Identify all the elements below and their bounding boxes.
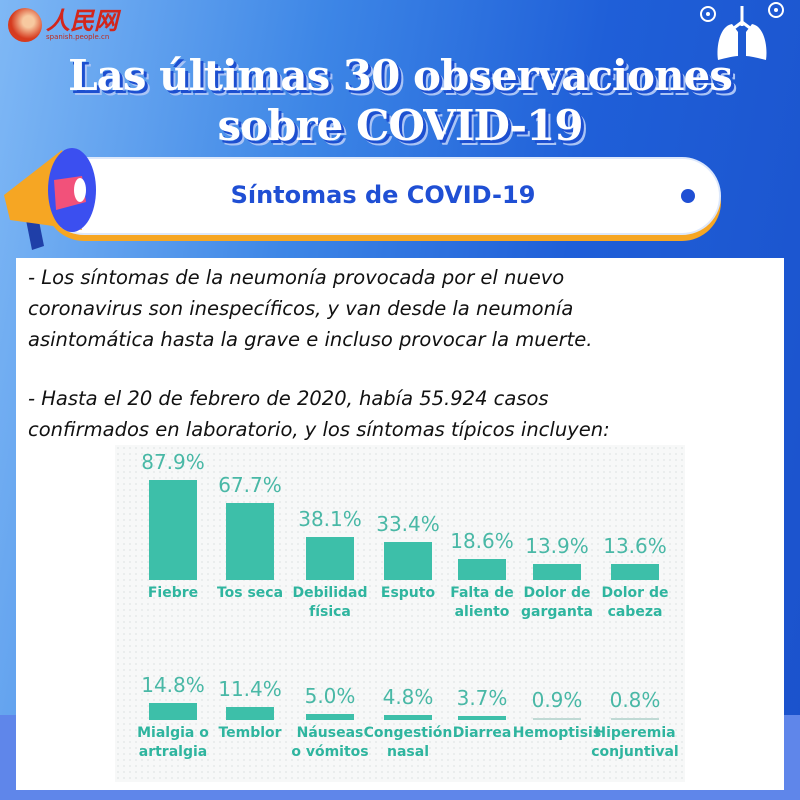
category-label-line: Hemoptisis [512,725,602,741]
paragraph-2: - Hasta el 20 de febrero de 2020, había … [28,383,768,445]
paragraph-line: - Los síntomas de la neumonía provocada … [28,266,565,289]
bar [149,479,197,580]
category-label-line: Tos seca [216,585,284,601]
logo-text: 人民网 [46,6,118,35]
paragraph-line: - Hasta el 20 de febrero de 2020, había … [28,387,549,410]
bar [458,715,506,720]
category-label: Debilidad física [285,584,375,622]
title-line-2: sobre COVID-19 [217,101,583,150]
data-label: 18.6% [450,528,514,553]
data-label: 11.4% [218,677,282,701]
lungs-virus-icon [700,2,784,60]
category-label: Esputo [363,584,453,603]
data-label: 0.8% [609,688,661,712]
category-label-line: o vómitos [291,744,369,760]
category-label: Temblor [205,724,295,743]
logo: 人民网 spanish.people.cn [8,8,118,42]
bar [226,502,274,580]
category-label-line: conjuntival [591,744,679,760]
category-label: Hemoptisis [512,724,602,743]
logo-url: spanish.people.cn [46,33,110,41]
category-label: Dolor de garganta [512,584,602,622]
data-label: 13.9% [525,534,589,559]
category-label: Náuseas o vómitos [285,724,375,762]
bar [611,564,659,580]
bar [149,703,197,720]
category-label: Fiebre [128,584,218,603]
category-label-line: aliento [454,604,510,620]
category-label-line: Congestión [363,725,453,741]
data-label: 4.8% [382,684,434,709]
bar [533,718,581,720]
category-label-line: artralgia [138,744,208,760]
category-label-line: Dolor de [601,585,669,601]
data-label: 38.1% [298,506,362,531]
paragraph-line: asintomática hasta la grave e incluso pr… [28,328,593,351]
paragraph-line: confirmados en laboratorio, y los síntom… [28,418,610,441]
data-label: 5.0% [304,684,356,709]
category-label: Mialgia o artralgia [128,724,218,762]
data-label: 67.7% [218,472,282,497]
category-label: Falta de aliento [437,584,527,622]
category-label-line: Temblor [218,725,282,741]
symptoms-bar-chart: 87.9% Fiebre 67.7% Tos seca 38.1% Debilidad fí… [115,445,685,782]
category-label-line: Hiperemia [594,725,676,741]
category-label-line: Dolor de [523,585,591,601]
data-label: 33.4% [376,511,440,536]
data-label: 14.8% [141,673,205,698]
category-label: Diarrea [437,724,527,743]
category-label-line: Debilidad [292,585,368,601]
data-label: 0.9% [531,688,583,712]
category-label-line: Falta de [450,585,514,601]
megaphone-icon [4,148,96,250]
dot-icon [681,189,695,203]
bar [611,718,659,720]
data-label: 13.6% [603,534,667,559]
category-label: Dolor de cabeza [590,584,680,622]
category-label: Congestión nasal [363,724,453,762]
category-label-line: Esputo [380,585,436,601]
data-label: 3.7% [456,685,508,710]
bar [458,558,506,580]
bar [306,536,354,580]
category-label-line: Mialgia o [137,725,209,741]
logo-emblem [8,8,42,42]
bar [384,714,432,720]
category-label-line: física [309,604,351,620]
category-label-line: nasal [387,744,429,760]
bar [384,541,432,580]
category-label-line: cabeza [607,604,663,620]
section-title: Síntomas de COVID-19 [230,181,536,209]
bar [226,707,274,720]
category-label-line: Diarrea [452,725,512,741]
category-label-line: Náuseas [296,725,364,741]
data-label: 87.9% [141,449,205,474]
category-label-line: garganta [521,604,593,620]
title-line-1: Las últimas 30 observaciones [68,51,733,100]
paragraph-1: - Los síntomas de la neumonía provocada … [28,262,768,355]
category-label: Tos seca [205,584,295,603]
paragraph-line: coronavirus son inespecíficos, y van des… [28,297,574,320]
section-banner: Síntomas de COVID-19 [45,157,721,235]
category-label-line: Fiebre [147,585,199,601]
bar [306,714,354,720]
category-label: Hiperemia conjuntival [590,724,680,762]
bar [533,564,581,580]
